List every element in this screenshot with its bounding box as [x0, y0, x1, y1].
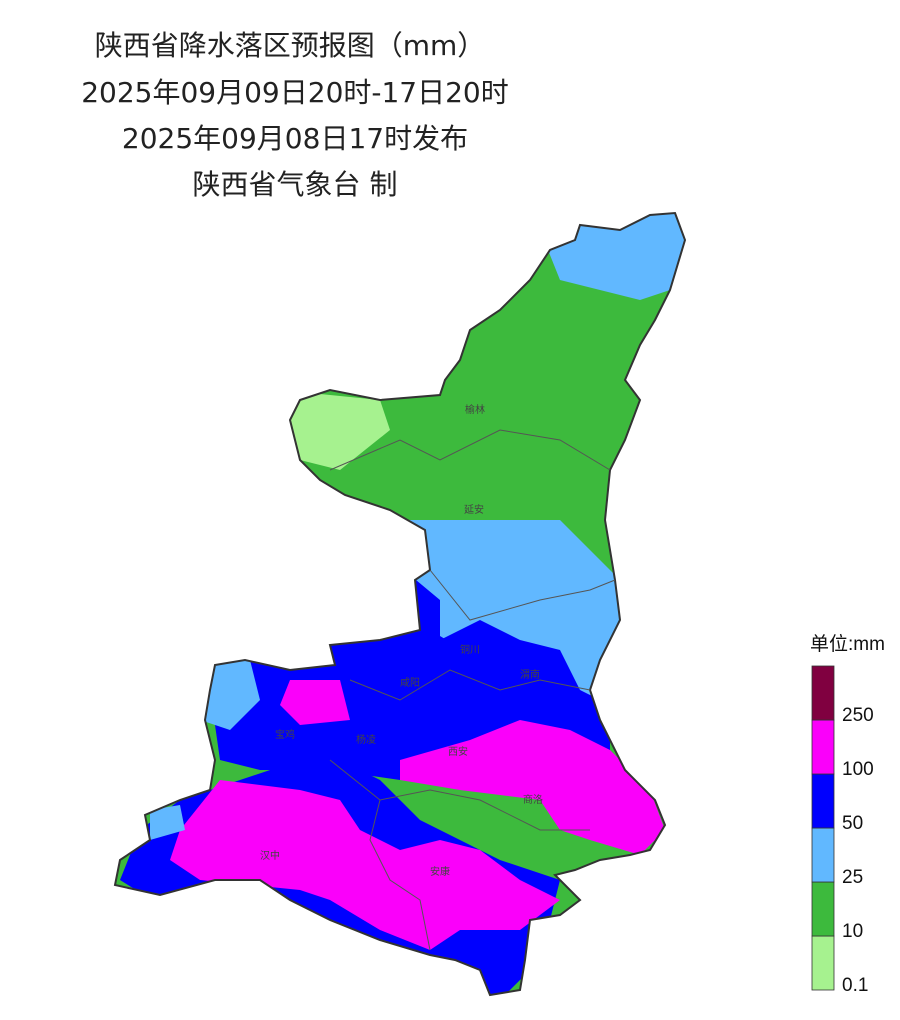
area-100 [400, 720, 665, 855]
legend-label: 250 [842, 705, 874, 726]
period: 2025年09月09日20时-17日20时 [81, 76, 509, 109]
city-borders [329, 429, 616, 951]
legend-label: 50 [842, 813, 863, 834]
legend: 0.1 10 25 50 100 250 [811, 665, 874, 996]
area-25 [200, 660, 260, 730]
legend-title: 单位:mm [810, 633, 885, 655]
legend-label: 10 [842, 921, 863, 942]
legend-swatch [811, 935, 835, 991]
area-100 [170, 780, 560, 950]
legend-label: 25 [842, 867, 863, 888]
legend-swatch [811, 665, 835, 721]
legend-label: 0.1 [842, 975, 868, 996]
title: 陕西省降水落区预报图（mm） [95, 29, 486, 62]
city-label: 汉中 [260, 849, 280, 862]
city-label: 商洛 [523, 793, 543, 806]
producer: 陕西省气象台 制 [193, 168, 398, 201]
city-label: 铜川 [460, 644, 480, 656]
area-25 [150, 805, 185, 840]
area-100 [280, 680, 350, 725]
border [329, 759, 590, 831]
city-label: 渭南 [520, 668, 540, 681]
border [329, 429, 611, 471]
legend-swatch [811, 719, 835, 775]
border [369, 799, 431, 951]
city-label: 延安 [464, 503, 484, 516]
rain-areas [115, 213, 685, 995]
city-label: 安康 [430, 865, 450, 878]
city-label: 榆林 [465, 403, 485, 416]
city-label: 西安 [448, 745, 468, 758]
border [349, 669, 591, 701]
city-label: 杨凌 [356, 733, 376, 746]
city-label: 咸阳 [400, 677, 420, 689]
issued: 2025年09月08日17时发布 [122, 122, 468, 155]
area-0.1 [280, 390, 390, 470]
legend-label: 100 [842, 759, 874, 780]
legend-swatch [811, 773, 835, 829]
legend-swatch [811, 827, 835, 883]
legend-swatch [811, 881, 835, 937]
city-label: 宝鸡 [275, 728, 295, 741]
border [429, 569, 616, 621]
